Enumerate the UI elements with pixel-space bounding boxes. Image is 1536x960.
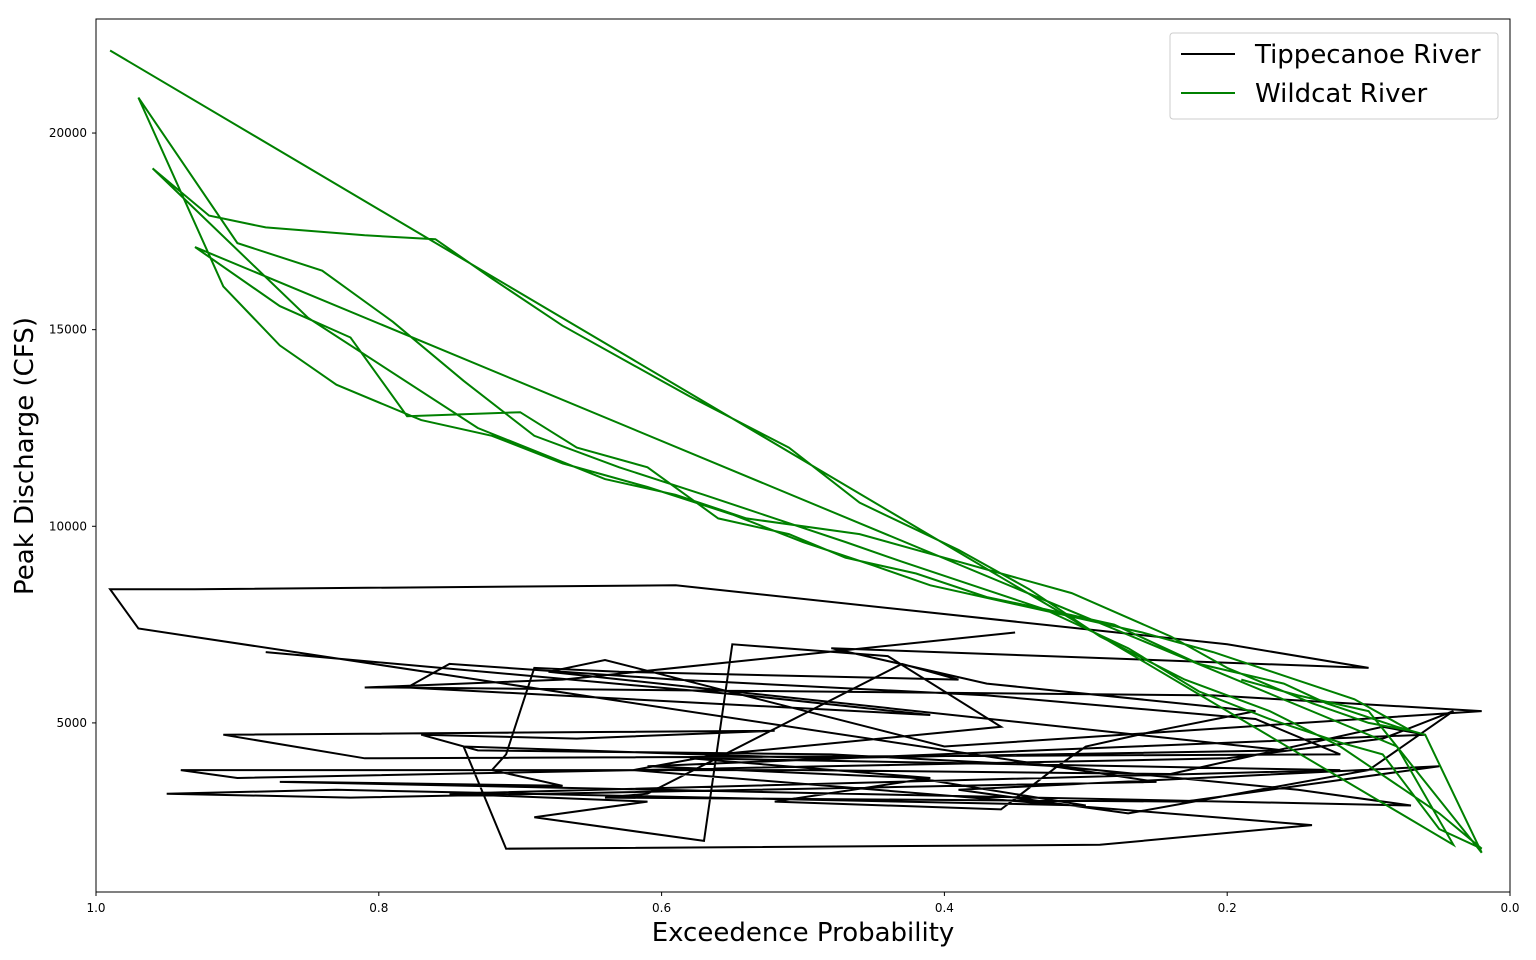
- x-tick-label: 0.6: [652, 901, 671, 915]
- series-layer: [108, 49, 1483, 854]
- x-tick-label: 0.0: [1500, 901, 1519, 915]
- x-tick-label: 0.2: [1218, 901, 1237, 915]
- x-tick-label: 0.8: [369, 901, 388, 915]
- y-axis-title: Peak Discharge (CFS): [10, 317, 40, 595]
- y-tick-label: 20000: [49, 126, 87, 140]
- x-tick-label: 1.0: [86, 901, 105, 915]
- legend-frame: [1169, 32, 1499, 120]
- x-axis: 1.0 0.8 0.6 0.4 0.2 0.0: [86, 892, 1520, 915]
- plot-frame: [95, 18, 1511, 893]
- x-axis-title: Exceedence Probability: [652, 918, 955, 948]
- plot-area: [95, 18, 1511, 893]
- legend-label-wildcat-river: Wildcat River: [1255, 79, 1427, 109]
- series-line-wildcat-river: [109, 49, 1483, 854]
- y-tick-label: 10000: [49, 519, 87, 533]
- legend: Tippecanoe River Wildcat River: [1169, 32, 1499, 120]
- series-line-tippecanoe-river: [108, 584, 1482, 850]
- legend-label-tippecanoe-river: Tippecanoe River: [1254, 40, 1481, 70]
- y-tick-label: 5000: [56, 716, 87, 730]
- y-axis: 5000 10000 15000 20000: [49, 126, 96, 730]
- x-tick-label: 0.4: [935, 901, 954, 915]
- y-tick-label: 15000: [49, 323, 87, 337]
